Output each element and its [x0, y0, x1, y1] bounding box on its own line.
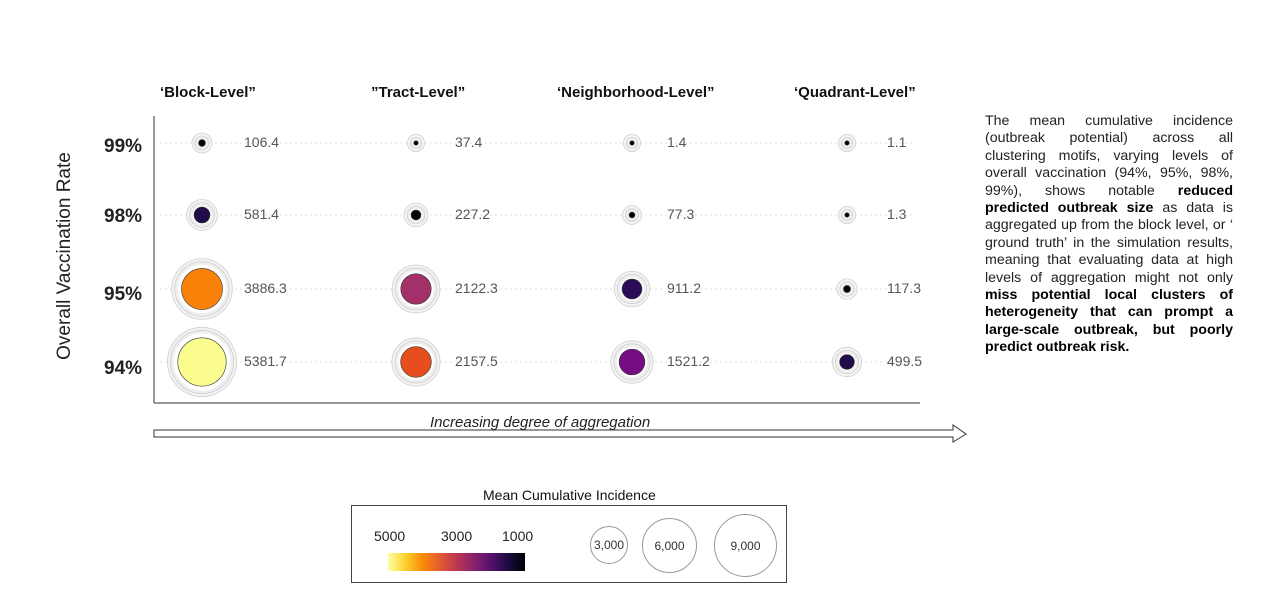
column-header-block: ‘Block-Level” [160, 84, 256, 101]
bubble-block-95 [181, 268, 223, 310]
bubble-quadrant-99 [844, 140, 850, 146]
value-label-block-95: 3886.3 [244, 280, 287, 296]
column-header-quadrant: ‘Quadrant-Level” [794, 84, 916, 101]
colorbar-tick-5000: 5000 [374, 528, 406, 544]
bubble-tract-95 [400, 273, 432, 305]
value-label-quadrant-95: 117.3 [887, 280, 921, 296]
description-text-1: The mean cumulative incidence (outbreak … [985, 113, 1233, 199]
description-paragraph: The mean cumulative incidence (outbreak … [985, 113, 1233, 357]
x-axis-title: Increasing degree of aggregation [430, 414, 651, 431]
bubble-tract-94 [400, 346, 432, 378]
colorbar [388, 553, 525, 571]
legend: 5000 3000 1000 3,000 6,000 9,000 [351, 505, 787, 583]
colorbar-tick-1000: 1000 [502, 528, 534, 544]
column-header-neighborhood: ‘Neighborhood-Level” [557, 84, 715, 101]
value-label-block-94: 5381.7 [244, 353, 287, 369]
bubble-block-99 [198, 139, 206, 147]
column-header-tract: ”Tract-Level” [371, 84, 466, 101]
bubble-quadrant-98 [844, 212, 850, 218]
value-label-tract-95: 2122.3 [455, 280, 498, 296]
description-bold-2: miss potential local clusters of heterog… [985, 287, 1233, 356]
bubble-quadrant-95 [843, 285, 851, 293]
value-label-tract-98: 227.2 [455, 206, 491, 222]
bubble-block-98 [193, 206, 211, 224]
size-legend-3000: 3,000 [590, 526, 628, 564]
value-label-neighborhood-98: 77.3 [667, 206, 695, 222]
description-bold-1: reduced predicted outbreak size [985, 182, 1233, 217]
value-label-block-99: 106.4 [244, 134, 280, 150]
row-label-98: 98% [104, 206, 143, 227]
value-label-neighborhood-95: 911.2 [667, 280, 701, 296]
value-label-tract-94: 2157.5 [455, 353, 498, 369]
row-label-95: 95% [104, 284, 143, 305]
value-label-neighborhood-94: 1521.2 [667, 353, 710, 369]
row-label-94: 94% [104, 358, 143, 379]
value-label-tract-99: 37.4 [455, 134, 483, 150]
value-label-quadrant-99: 1.1 [887, 134, 907, 150]
bubble-neighborhood-98 [628, 211, 636, 219]
value-label-neighborhood-99: 1.4 [667, 134, 687, 150]
bubble-block-94 [177, 337, 227, 387]
value-label-quadrant-98: 1.3 [887, 206, 907, 222]
bubble-neighborhood-94 [618, 348, 646, 376]
size-legend-9000: 9,000 [714, 514, 777, 577]
aggregation-arrow [153, 424, 967, 443]
description-text-2: as data is aggregated up from the block … [985, 200, 1233, 286]
legend-title: Mean Cumulative Incidence [483, 487, 656, 503]
bubble-neighborhood-99 [629, 140, 635, 146]
size-legend-6000: 6,000 [642, 518, 697, 573]
bubble-tract-99 [413, 140, 419, 146]
row-label-99: 99% [104, 136, 143, 157]
value-label-block-98: 581.4 [244, 206, 280, 222]
bubble-neighborhood-95 [621, 278, 643, 300]
value-label-quadrant-94: 499.5 [887, 353, 923, 369]
colorbar-tick-3000: 3000 [441, 528, 473, 544]
bubble-chart [153, 116, 920, 404]
bubble-quadrant-94 [839, 354, 855, 370]
bubble-tract-98 [410, 209, 422, 221]
